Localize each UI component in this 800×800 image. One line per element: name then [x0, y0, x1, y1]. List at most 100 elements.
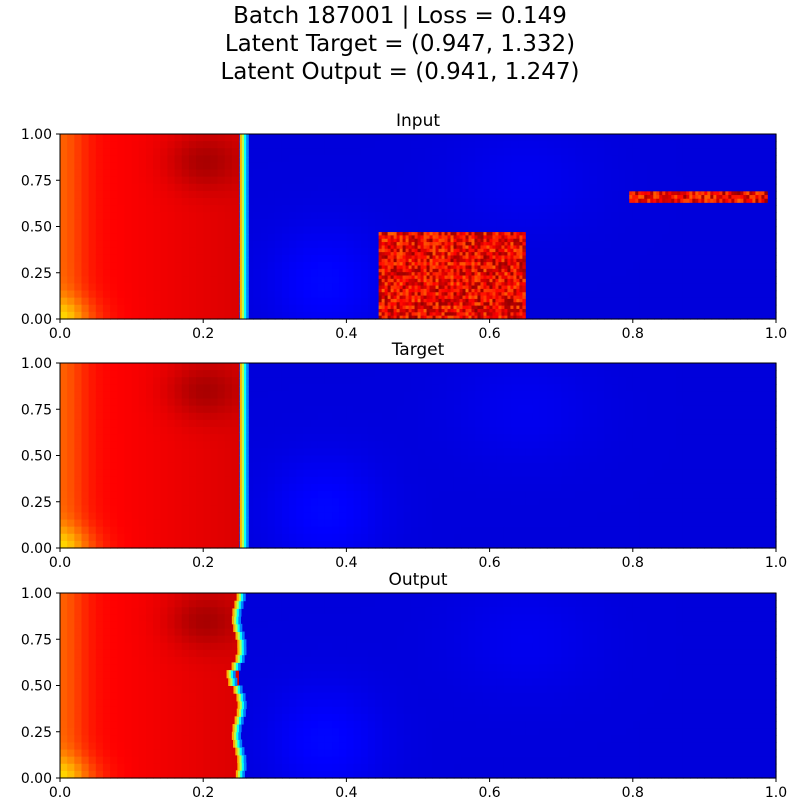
noise-cell: [659, 195, 663, 200]
noise-cell: [408, 272, 412, 276]
heatmap-cell: [511, 190, 519, 199]
heatmap-cell: [102, 405, 111, 414]
noise-cell: [408, 235, 412, 240]
heatmap-cell: [196, 384, 204, 393]
heatmap-cell: [382, 183, 390, 192]
heatmap-cell: [460, 419, 469, 428]
noise-cell: [513, 238, 517, 243]
heatmap-cell: [446, 398, 455, 407]
heatmap-cell: [589, 247, 598, 256]
noise-cell: [447, 265, 451, 270]
noise-cell: [450, 285, 454, 290]
noise-cell: [653, 198, 657, 203]
heatmap-cell: [618, 290, 627, 299]
heatmap-cell: [346, 212, 355, 220]
heatmap-cell: [718, 240, 727, 249]
noise-cell: [432, 252, 436, 256]
heatmap-cell: [281, 247, 290, 256]
heatmap-cell: [382, 162, 390, 171]
heatmap-cell: [317, 391, 326, 400]
heatmap-cell: [761, 183, 770, 192]
heatmap-cell: [525, 141, 534, 149]
heatmap-cell: [353, 226, 362, 235]
heatmap-cell: [102, 412, 111, 421]
noise-cell: [468, 288, 472, 293]
heatmap-cell: [110, 190, 118, 199]
heatmap-cell: [131, 262, 140, 270]
heatmap-cell: [382, 141, 390, 149]
heatmap-cell: [518, 212, 526, 220]
heatmap-cell: [575, 363, 584, 371]
noise-cell: [495, 312, 499, 317]
noise-cell: [495, 305, 499, 310]
noise-cell: [438, 258, 442, 263]
front-band: [246, 141, 249, 150]
noise-cell: [381, 312, 386, 317]
heatmap-cell: [360, 226, 369, 235]
noise-cell: [411, 242, 415, 246]
heatmap-cell: [188, 155, 197, 164]
noise-cell: [444, 288, 448, 293]
heatmap-cell: [589, 162, 598, 171]
heatmap-cell: [468, 377, 476, 385]
heatmap-cell: [360, 276, 369, 285]
heatmap-cell: [647, 363, 655, 371]
noise-cell: [387, 248, 392, 253]
heatmap-cell: [632, 219, 641, 228]
heatmap-cell: [324, 262, 333, 270]
heatmap-cell: [733, 212, 741, 220]
heatmap-cell: [88, 262, 97, 270]
heatmap-cell: [117, 176, 126, 185]
heatmap-cell: [317, 269, 326, 277]
heatmap-cell: [210, 412, 219, 421]
front-band: [246, 134, 249, 143]
heatmap-cell: [296, 141, 305, 149]
heatmap-cell: [525, 398, 534, 407]
noise-cell: [453, 235, 457, 240]
heatmap-cell: [389, 169, 398, 178]
heatmap-cell: [747, 219, 756, 228]
heatmap-cell: [611, 212, 620, 220]
heatmap-cell: [532, 290, 541, 299]
heatmap-cell: [582, 363, 591, 371]
noise-cell: [393, 232, 397, 236]
noise-cell: [516, 272, 520, 276]
noise-cell: [414, 278, 418, 283]
heatmap-cell: [196, 262, 204, 270]
noise-cell: [411, 295, 415, 300]
noise-cell: [522, 302, 526, 307]
heatmap-cell: [561, 141, 569, 149]
heatmap-cell: [224, 205, 233, 213]
noise-cell: [450, 305, 454, 310]
heatmap-cell: [439, 176, 448, 185]
heatmap-cell: [74, 176, 83, 185]
noise-cell: [438, 285, 442, 290]
noise-cell: [489, 305, 493, 310]
heatmap-cell: [446, 162, 455, 171]
heatmap-cell: [668, 377, 677, 385]
heatmap-cell: [110, 233, 118, 242]
noise-cell: [734, 198, 738, 203]
heatmap-cell: [124, 304, 133, 313]
heatmap-cell: [768, 398, 777, 407]
noise-cell: [722, 191, 726, 196]
heatmap-cell: [611, 219, 620, 228]
heatmap-cell: [482, 205, 491, 213]
heatmap-cell: [761, 219, 770, 228]
heatmap-cell: [153, 190, 161, 199]
heatmap-cell: [697, 162, 705, 171]
heatmap-cell: [346, 190, 355, 199]
noise-cell: [417, 252, 421, 256]
heatmap-cell: [768, 247, 777, 256]
noise-cell: [471, 302, 475, 307]
heatmap-cell: [518, 226, 526, 235]
heatmap-cell: [453, 384, 462, 393]
noise-cell: [399, 285, 403, 290]
heatmap-cell: [661, 148, 670, 156]
noise-cell: [399, 252, 403, 256]
heatmap-cell: [382, 148, 390, 156]
noise-cell: [390, 258, 394, 263]
heatmap-cell: [625, 141, 634, 149]
heatmap-cell: [317, 226, 326, 235]
heatmap-cell: [611, 205, 620, 213]
